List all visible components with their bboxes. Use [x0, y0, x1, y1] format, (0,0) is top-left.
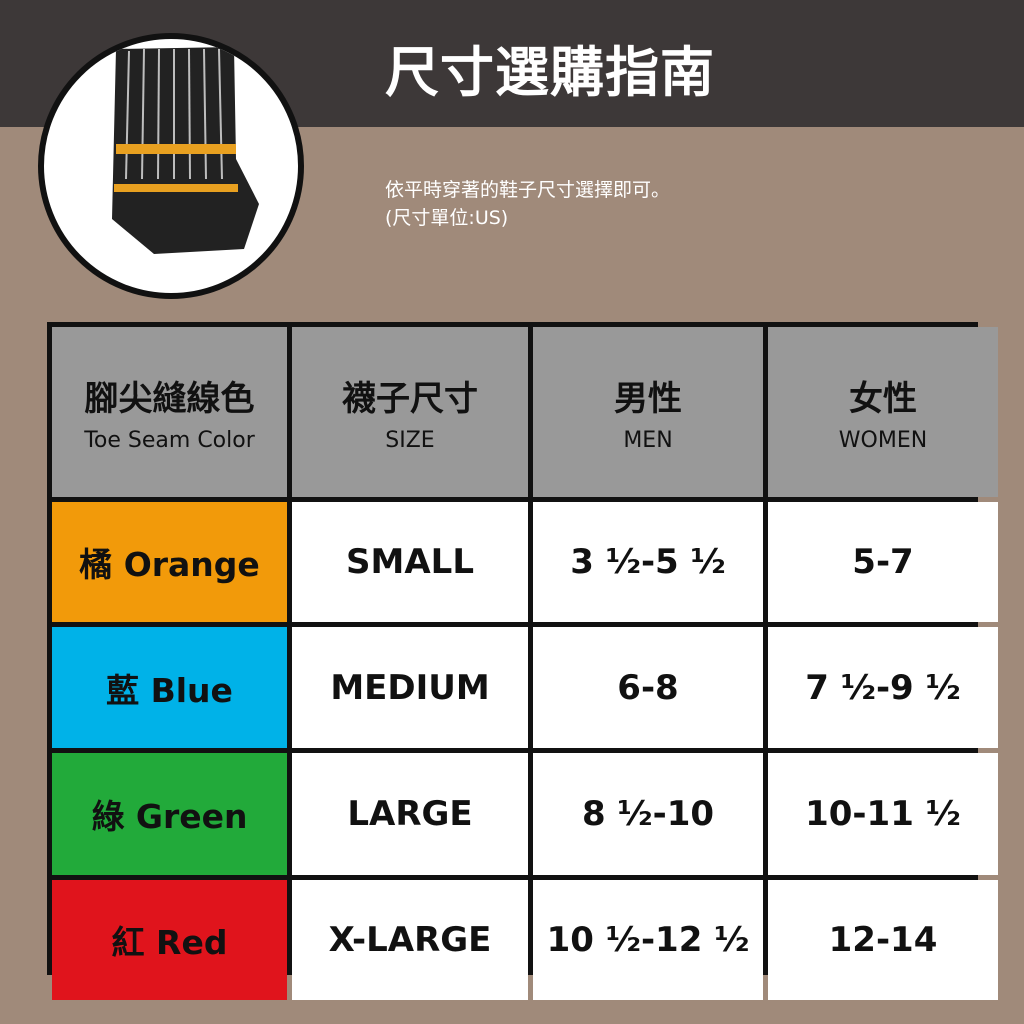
- note-line-1: 依平時穿著的鞋子尺寸選擇即可。: [385, 179, 671, 201]
- size-cell: X-LARGE: [292, 880, 528, 1000]
- color-swatch-orange: 橘 Orange: [52, 502, 287, 622]
- header-men: 男性 MEN: [533, 327, 763, 497]
- men-cell: 10 ½-12 ½: [533, 880, 763, 1000]
- header-zh: 女性: [849, 379, 917, 419]
- page-title: 尺寸選購指南: [385, 41, 715, 104]
- header-zh: 男性: [614, 379, 682, 419]
- header-en: MEN: [623, 428, 673, 453]
- header-zh: 腳尖縫線色: [84, 379, 255, 419]
- color-swatch-red: 紅 Red: [52, 880, 287, 1000]
- header-size: 襪子尺寸 SIZE: [292, 327, 528, 497]
- sock-illustration: [38, 33, 304, 299]
- header-en: Toe Seam Color: [84, 428, 255, 453]
- women-cell: 12-14: [768, 880, 998, 1000]
- size-cell: SMALL: [292, 502, 528, 622]
- color-swatch-green: 綠 Green: [52, 753, 287, 875]
- size-note: 依平時穿著的鞋子尺寸選擇即可。 (尺寸單位:US): [385, 176, 670, 232]
- men-cell: 3 ½-5 ½: [533, 502, 763, 622]
- men-cell: 6-8: [533, 627, 763, 748]
- header-en: WOMEN: [838, 428, 928, 453]
- header-women: 女性 WOMEN: [768, 327, 998, 497]
- women-cell: 5-7: [768, 502, 998, 622]
- women-cell: 10-11 ½: [768, 753, 998, 875]
- note-line-2: (尺寸單位:US): [385, 207, 509, 229]
- size-table: 腳尖縫線色 Toe Seam Color 襪子尺寸 SIZE 男性 MEN 女性 WOM…: [47, 322, 998, 1000]
- header-en: SIZE: [385, 428, 435, 453]
- size-cell: LARGE: [292, 753, 528, 875]
- color-swatch-blue: 藍 Blue: [52, 627, 287, 748]
- header-toe-seam-color: 腳尖縫線色 Toe Seam Color: [52, 327, 287, 497]
- women-cell: 7 ½-9 ½: [768, 627, 998, 748]
- size-cell: MEDIUM: [292, 627, 528, 748]
- men-cell: 8 ½-10: [533, 753, 763, 875]
- header-zh: 襪子尺寸: [342, 379, 478, 419]
